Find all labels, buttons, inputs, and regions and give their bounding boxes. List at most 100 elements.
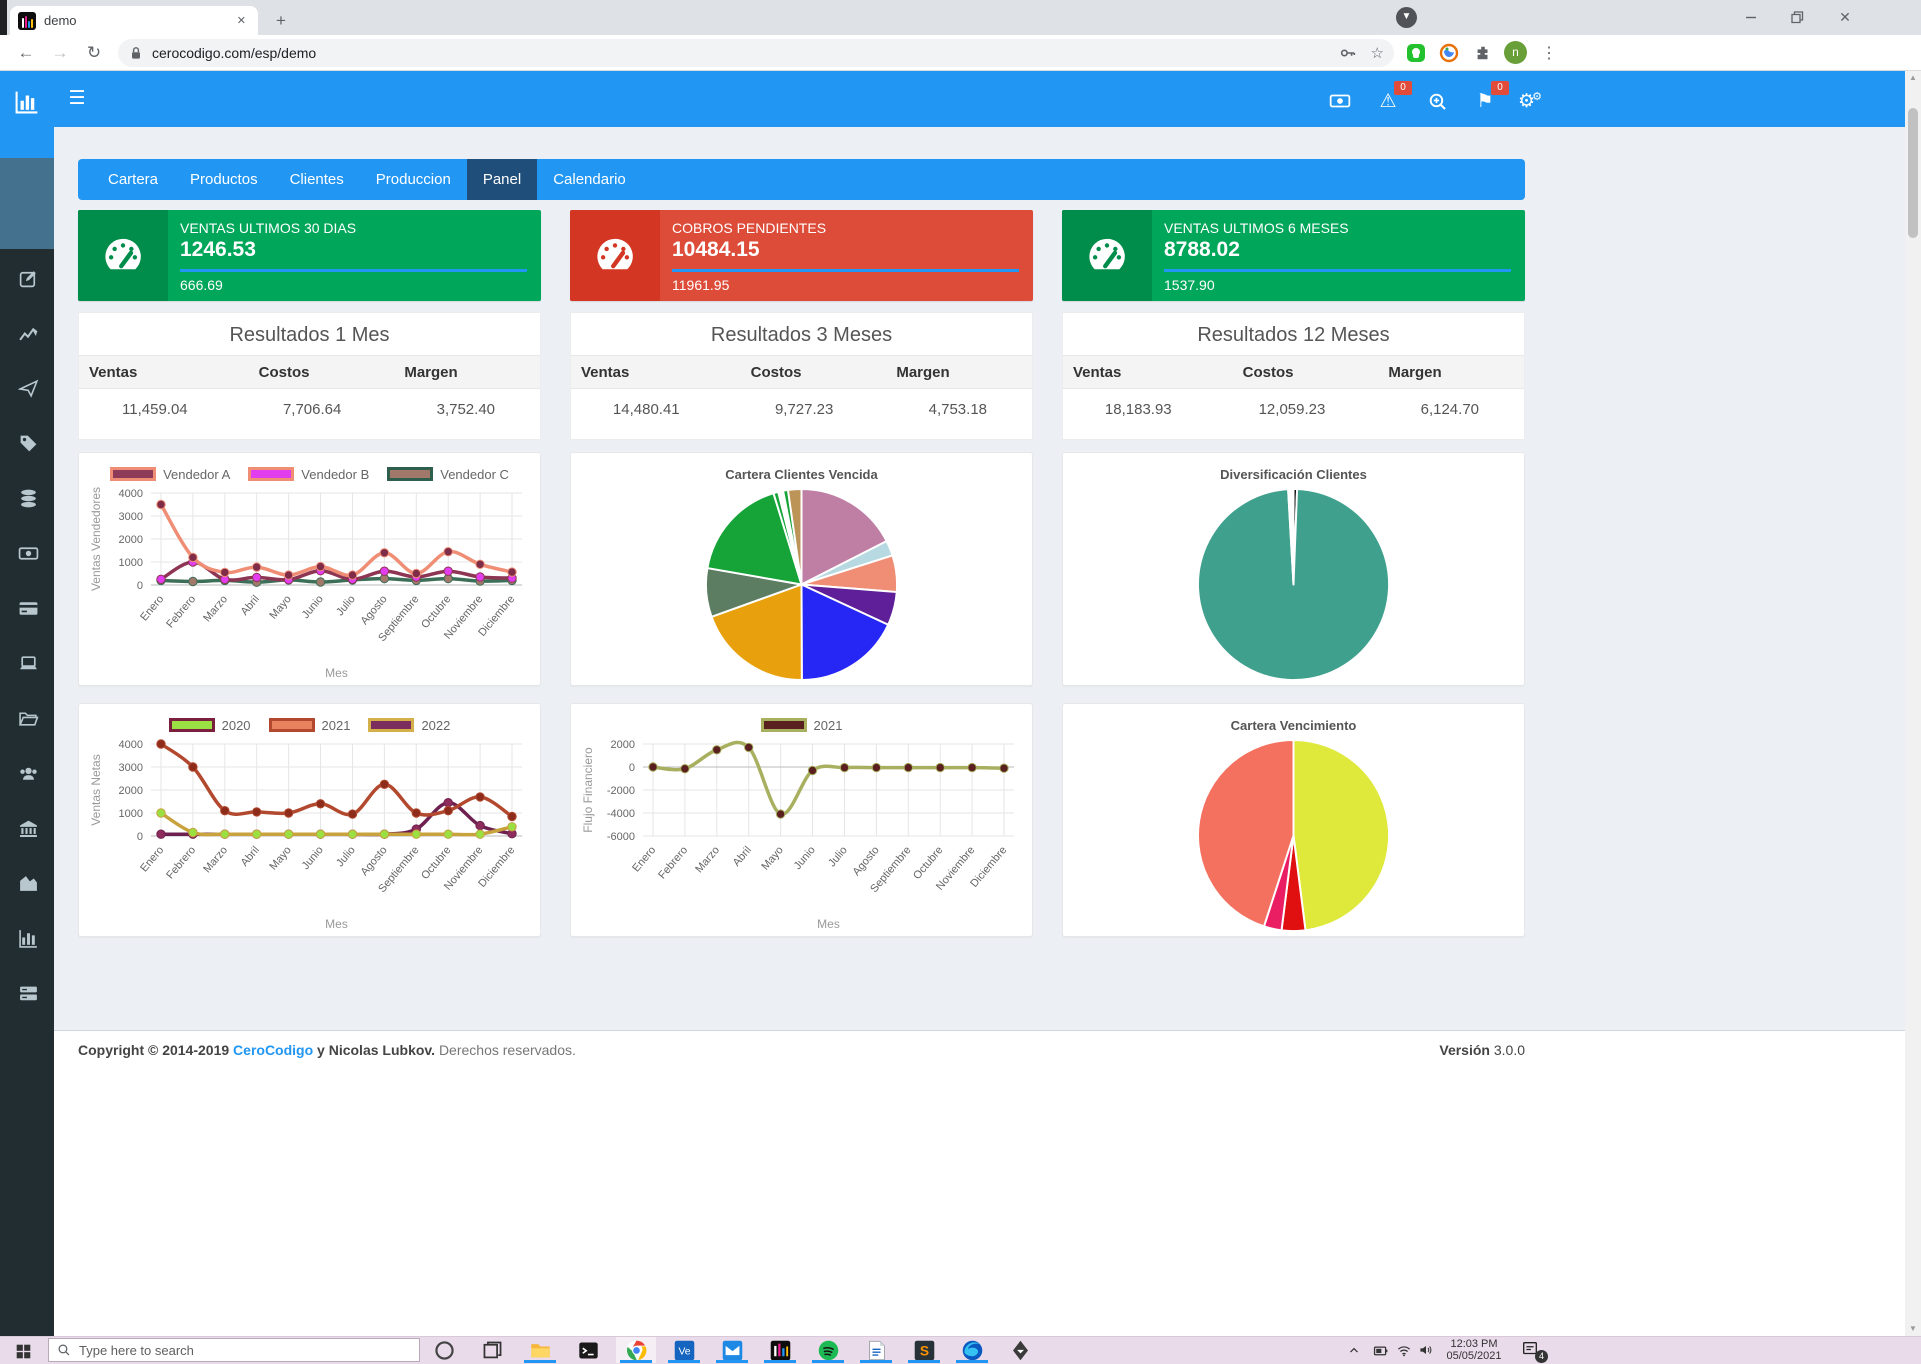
window-close-button[interactable]: ✕	[1822, 0, 1868, 34]
data-point[interactable]	[316, 562, 324, 570]
profile-avatar[interactable]: n	[1504, 41, 1527, 64]
back-button[interactable]: ←	[12, 39, 40, 67]
settings-gears-icon[interactable]: ⚙⚙	[1517, 88, 1543, 114]
data-point[interactable]	[380, 780, 388, 788]
inkscape-taskbar-icon[interactable]	[1000, 1337, 1040, 1363]
data-point[interactable]	[508, 568, 516, 576]
data-point[interactable]	[508, 823, 516, 831]
legend-item[interactable]: 2021	[761, 718, 843, 733]
database-icon[interactable]	[17, 487, 39, 509]
paper-plane-icon[interactable]	[17, 377, 39, 399]
action-center-icon[interactable]: 4	[1520, 1340, 1544, 1360]
tab-cartera[interactable]: Cartera	[92, 159, 174, 200]
data-point[interactable]	[189, 828, 197, 836]
scrollbar-thumb[interactable]	[1908, 108, 1918, 238]
data-point[interactable]	[316, 800, 324, 808]
scroll-up-icon[interactable]: ▲	[1905, 71, 1921, 85]
data-point[interactable]	[840, 763, 848, 771]
data-point[interactable]	[157, 809, 165, 817]
data-point[interactable]	[189, 553, 197, 561]
chart-bar-icon[interactable]	[17, 927, 39, 949]
data-point[interactable]	[681, 765, 689, 773]
data-point[interactable]	[221, 568, 229, 576]
bank-icon[interactable]	[17, 817, 39, 839]
data-point[interactable]	[936, 763, 944, 771]
data-point[interactable]	[872, 763, 880, 771]
extension-hand-icon[interactable]	[1404, 41, 1428, 65]
data-point[interactable]	[508, 812, 516, 820]
footer-brand-link[interactable]: CeroCodigo	[233, 1042, 313, 1058]
tab-calendario[interactable]: Calendario	[537, 159, 642, 200]
extensions-puzzle-icon[interactable]	[1471, 41, 1495, 65]
data-point[interactable]	[904, 763, 912, 771]
page-scrollbar[interactable]	[1905, 71, 1921, 1336]
data-point[interactable]	[444, 807, 452, 815]
mail-taskbar-icon[interactable]	[712, 1337, 752, 1363]
file-explorer-taskbar-icon[interactable]	[520, 1337, 560, 1363]
window-maximize-button[interactable]	[1774, 0, 1820, 34]
scroll-down-icon[interactable]: ▼	[1905, 1322, 1921, 1336]
data-point[interactable]	[189, 577, 197, 585]
chart-area-icon[interactable]	[17, 872, 39, 894]
tray-chevron-up-icon[interactable]	[1344, 1341, 1364, 1359]
forward-button[interactable]: →	[46, 39, 74, 67]
tag-icon[interactable]	[17, 432, 39, 454]
legend-item[interactable]: 2021	[269, 718, 351, 733]
data-point[interactable]	[157, 830, 165, 838]
data-point[interactable]	[412, 569, 420, 577]
data-point[interactable]	[776, 810, 784, 818]
chrome-taskbar-icon[interactable]	[616, 1337, 656, 1363]
ve-taskbar-icon[interactable]: Ve	[664, 1337, 704, 1363]
data-point[interactable]	[348, 830, 356, 838]
data-point[interactable]	[348, 571, 356, 579]
data-point[interactable]	[444, 799, 452, 807]
tab-close-icon[interactable]: ✕	[233, 12, 250, 29]
data-point[interactable]	[412, 809, 420, 817]
data-point[interactable]	[284, 830, 292, 838]
server-icon[interactable]	[17, 982, 39, 1004]
extension-globe-icon[interactable]	[1437, 41, 1461, 65]
taskbar-clock[interactable]: 12:03 PM 05/05/2021	[1436, 1338, 1512, 1362]
users-icon[interactable]	[17, 762, 39, 784]
data-point[interactable]	[380, 830, 388, 838]
new-tab-button[interactable]: +	[268, 8, 294, 34]
data-point[interactable]	[444, 567, 452, 575]
data-point[interactable]	[380, 567, 388, 575]
data-point[interactable]	[348, 810, 356, 818]
data-point[interactable]	[157, 575, 165, 583]
data-point[interactable]	[157, 500, 165, 508]
task-view-taskbar-icon[interactable]	[472, 1337, 512, 1363]
tab-productos[interactable]: Productos	[174, 159, 274, 200]
search-plus-icon[interactable]	[1424, 88, 1450, 114]
data-point[interactable]	[476, 793, 484, 801]
data-point[interactable]	[476, 560, 484, 568]
money-bill-icon[interactable]	[17, 542, 39, 564]
data-point[interactable]	[221, 830, 229, 838]
folder-open-icon[interactable]	[17, 707, 39, 729]
legend-item[interactable]: 2020	[169, 718, 251, 733]
word-taskbar-icon[interactable]	[856, 1337, 896, 1363]
legend-item[interactable]: Vendedor A	[110, 467, 230, 482]
data-point[interactable]	[316, 578, 324, 586]
laptop-icon[interactable]	[17, 652, 39, 674]
data-point[interactable]	[649, 763, 657, 771]
browser-menu-icon[interactable]: ⋮	[1537, 41, 1561, 65]
money-icon[interactable]	[1327, 88, 1353, 114]
data-point[interactable]	[745, 743, 753, 751]
taskbar-search-input[interactable]: Type here to search	[48, 1338, 420, 1362]
tray-battery-icon[interactable]	[1370, 1341, 1390, 1359]
cortana-taskbar-icon[interactable]	[424, 1337, 464, 1363]
data-point[interactable]	[412, 830, 420, 838]
sidebar-toggle-icon[interactable]: ☰	[62, 84, 92, 114]
pie-slice[interactable]	[1294, 740, 1390, 930]
window-minimize-button[interactable]	[1728, 0, 1774, 34]
terminal-taskbar-icon[interactable]	[568, 1337, 608, 1363]
data-point[interactable]	[157, 740, 165, 748]
credit-card-icon[interactable]	[17, 597, 39, 619]
data-point[interactable]	[444, 830, 452, 838]
data-point[interactable]	[284, 571, 292, 579]
edge-taskbar-icon[interactable]	[952, 1337, 992, 1363]
data-point[interactable]	[444, 548, 452, 556]
tab-produccion[interactable]: Produccion	[360, 159, 467, 200]
data-point[interactable]	[316, 830, 324, 838]
